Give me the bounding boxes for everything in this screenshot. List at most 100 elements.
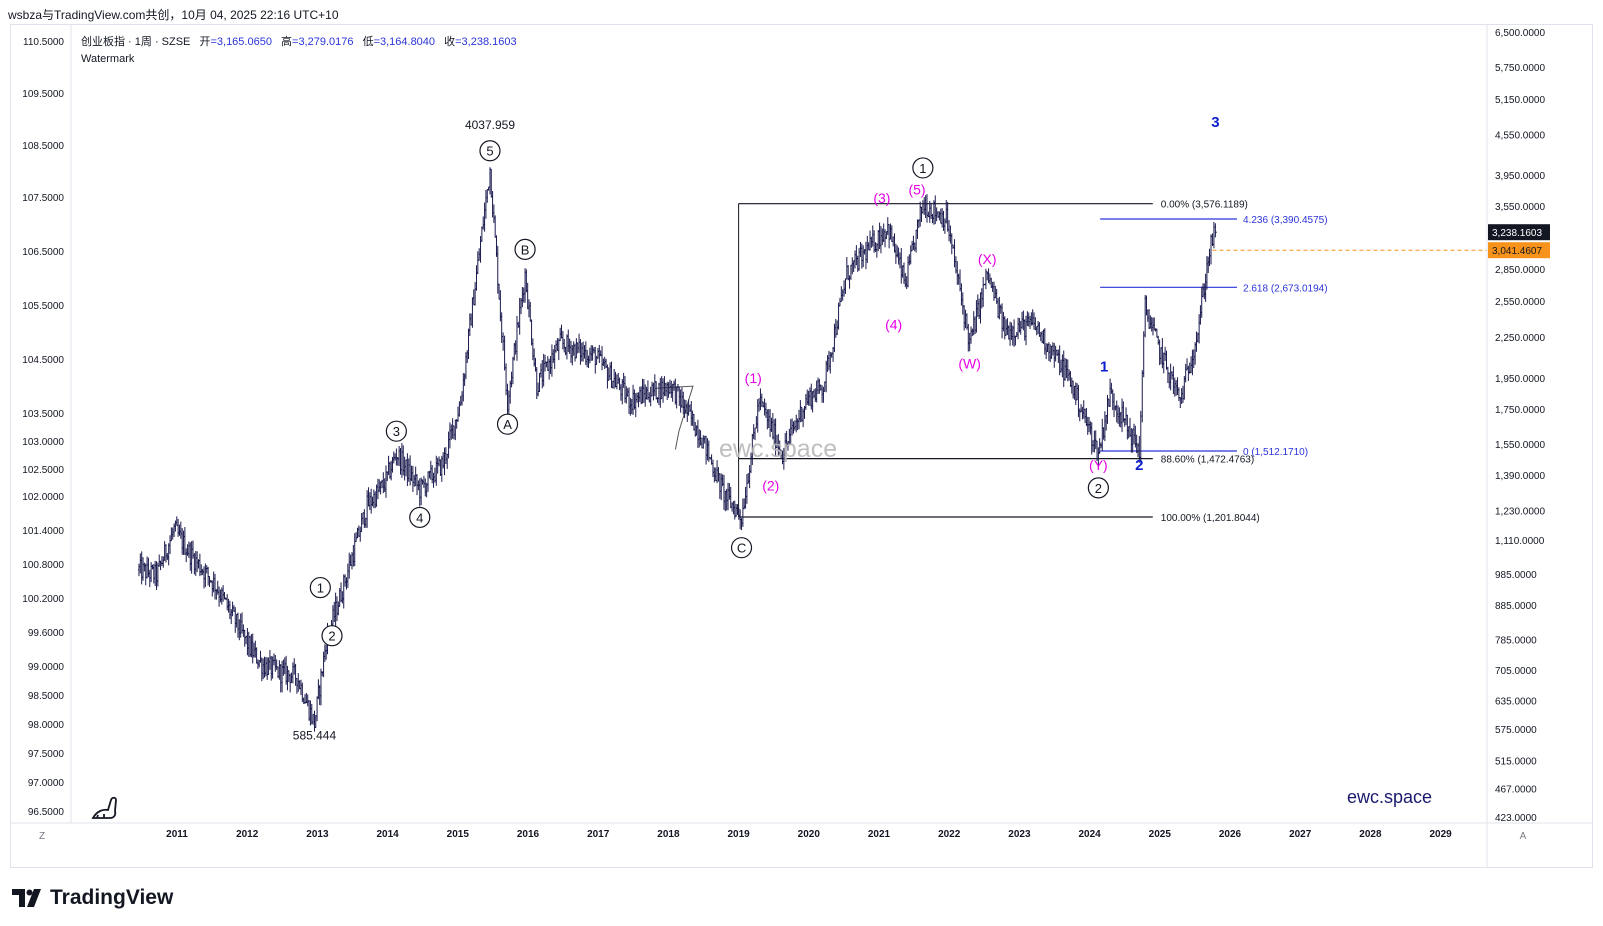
wave-label-minor[interactable]: (3) [873, 190, 890, 206]
price-chart[interactable]: 0.00% (3,576.1189) 88.60% (1,472.4763) 100… [11, 25, 1592, 867]
right-axis-tick-label: 575.0000 [1495, 725, 1537, 736]
wave-label-minor[interactable]: (2) [762, 478, 779, 494]
time-axis-tick-label: 2015 [447, 829, 470, 840]
wave-label-circled[interactable]: B [521, 242, 530, 257]
wave-label-minor[interactable]: (W) [958, 356, 981, 372]
ewc-watermark-center: ewc.space [719, 435, 837, 463]
wave-label-minor[interactable]: (X) [978, 251, 997, 267]
wave-label-circled[interactable]: C [737, 541, 746, 556]
left-axis-tick-label: 98.0000 [28, 720, 65, 731]
dino-logo-icon [91, 796, 117, 819]
left-axis-tick-label: 101.4000 [22, 526, 64, 537]
wave-label-circled[interactable]: 4 [416, 510, 423, 525]
left-axis-tick-label: 107.5000 [22, 193, 64, 204]
left-axis-tick-label: 108.5000 [22, 141, 64, 152]
right-axis-tick-label: 1,950.0000 [1495, 374, 1545, 385]
legend-close-value: =3,238.1603 [455, 36, 516, 48]
time-axis-tick-label: 2022 [938, 829, 961, 840]
right-axis-tick-label: 2,850.0000 [1495, 265, 1545, 276]
legend-open-label: 开 [199, 36, 210, 48]
time-axis-tick-label: 2027 [1289, 829, 1312, 840]
fib-extension-label: 2.618 (2,673.0194) [1243, 283, 1328, 294]
left-axis-tick-label: 100.2000 [22, 594, 64, 605]
legend-low-label: 低 [363, 35, 374, 48]
wave-label-circled[interactable]: 1 [317, 581, 324, 596]
wave-circle [479, 140, 501, 162]
time-axis-tick-label: 2018 [657, 829, 680, 840]
left-axis-tick-label: 99.6000 [28, 628, 65, 639]
chart-frame[interactable]: 0.00% (3,576.1189) 88.60% (1,472.4763) 100… [10, 24, 1593, 868]
wave-label-blue[interactable]: 1 [1100, 358, 1108, 375]
wave-circle [321, 625, 343, 647]
left-axis-tick-label: 97.0000 [28, 778, 65, 789]
price-extreme-label: 4037.959 [465, 118, 515, 132]
left-axis-tick-label: 106.5000 [22, 247, 64, 258]
wave-circle [730, 537, 753, 559]
right-axis-tick-label: 4,550.0000 [1495, 130, 1545, 141]
tradingview-logo[interactable]: TradingView [12, 886, 173, 910]
wave-circle [496, 413, 519, 435]
orange-price-tag [1488, 242, 1550, 259]
left-axis-tick-label: 105.5000 [22, 301, 64, 312]
left-axis-tick-label: 98.5000 [28, 691, 65, 702]
tradingview-logo-icon [12, 889, 41, 907]
time-axis-tick-label: 2016 [517, 829, 540, 840]
right-axis-tick-label: 515.0000 [1495, 756, 1537, 767]
time-axis-tick-label: 2020 [798, 829, 821, 840]
wave-label-circled[interactable]: 5 [486, 144, 493, 159]
left-axis-tick-label: 99.0000 [28, 662, 65, 673]
left-axis-tick-label: 109.5000 [22, 89, 64, 100]
wave-label-minor[interactable]: (1) [745, 370, 762, 386]
wave-label-blue[interactable]: 3 [1211, 114, 1219, 131]
wave-label-circled[interactable]: 3 [393, 424, 400, 439]
fib-extension-label: 4.236 (3,390.4575) [1243, 215, 1328, 226]
wave-label-minor[interactable]: (Y) [1089, 457, 1108, 473]
right-axis-tick-label: 1,750.0000 [1495, 405, 1545, 416]
time-axis-tick-label: 2028 [1359, 829, 1382, 840]
fib-extension-label: 0 (1,512.1710) [1243, 447, 1308, 458]
left-axis-tick-label: 102.5000 [22, 465, 64, 476]
right-axis-tick-label: 5,150.0000 [1495, 95, 1545, 106]
left-axis-tick-label: 103.0000 [22, 437, 64, 448]
right-axis-corner[interactable]: A [1520, 831, 1527, 842]
legend-symbol: 创业板指 · 1周 · SZSE [81, 34, 190, 48]
right-axis-tick-label: 467.0000 [1495, 785, 1537, 796]
wave-label-minor[interactable]: (4) [885, 316, 902, 332]
time-axis-tick-label: 2024 [1078, 829, 1101, 840]
ewc-watermark-corner: ewc.space [1347, 787, 1432, 807]
right-axis-tick-label: 885.0000 [1495, 601, 1537, 612]
left-axis-corner[interactable]: Z [39, 831, 45, 842]
left-axis-tick-label: 110.5000 [23, 37, 64, 48]
right-axis-tick-label: 5,750.0000 [1495, 63, 1545, 74]
right-axis-tick-label: 3,550.0000 [1495, 202, 1545, 213]
time-axis-tick-label: 2029 [1429, 829, 1452, 840]
wave-label-circled[interactable]: A [503, 417, 512, 432]
time-axis-tick-label: 2025 [1149, 829, 1172, 840]
time-axis-tick-label: 2011 [166, 829, 188, 840]
right-axis-tick-label: 1,390.0000 [1495, 471, 1545, 482]
wave-label-circled[interactable]: 2 [1095, 481, 1102, 496]
right-axis-tick-label: 1,230.0000 [1495, 506, 1545, 517]
watermark-label: Watermark [81, 53, 135, 65]
time-axis-tick-label: 2013 [306, 829, 329, 840]
right-axis-tick-label: 2,550.0000 [1495, 297, 1545, 308]
fib-retracement-label: 88.60% (1,472.4763) [1161, 455, 1254, 466]
wave-label-circled[interactable]: 1 [919, 161, 926, 176]
time-axis-tick-label: 2017 [587, 829, 610, 840]
left-axis-tick-label: 97.5000 [28, 749, 65, 760]
right-axis-tick-label: 3,950.0000 [1495, 171, 1545, 182]
time-axis-tick-label: 2012 [236, 829, 259, 840]
wave-label-blue[interactable]: 2 [1135, 457, 1143, 474]
wave-label-minor[interactable]: (5) [908, 181, 925, 197]
time-axis-tick-label: 2026 [1219, 829, 1242, 840]
left-axis-tick-label: 100.8000 [22, 560, 64, 571]
right-axis-tick-label: 635.0000 [1495, 696, 1537, 707]
candles [137, 167, 1217, 732]
last-price-tag-label: 3,238.1603 [1492, 228, 1542, 239]
time-axis-tick-label: 2023 [1008, 829, 1031, 840]
right-axis-tick-label: 785.0000 [1495, 635, 1537, 646]
left-axis-tick-label: 103.5000 [22, 409, 64, 420]
wave-circle [385, 420, 407, 442]
wave-circle [912, 157, 934, 179]
wave-label-circled[interactable]: 2 [328, 629, 335, 644]
